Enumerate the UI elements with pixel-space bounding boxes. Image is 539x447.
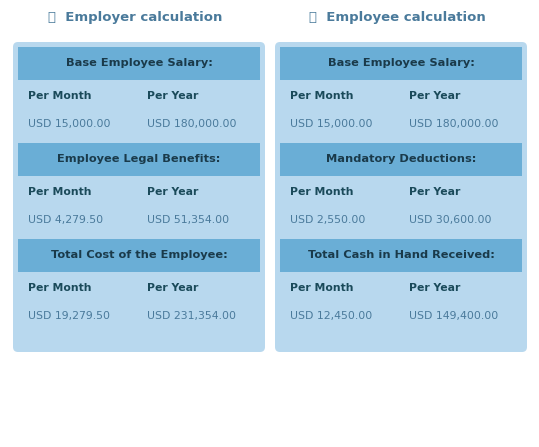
Text: 🏢  Employer calculation: 🏢 Employer calculation [48, 10, 222, 24]
Text: Per Year: Per Year [409, 283, 460, 293]
Text: Per Month: Per Month [290, 91, 354, 101]
Text: Per Month: Per Month [28, 91, 92, 101]
FancyBboxPatch shape [18, 47, 260, 80]
FancyBboxPatch shape [18, 239, 260, 272]
Text: Total Cost of the Employee:: Total Cost of the Employee: [51, 250, 227, 261]
Text: Employee Legal Benefits:: Employee Legal Benefits: [57, 155, 220, 164]
Text: Per Year: Per Year [409, 187, 460, 197]
FancyBboxPatch shape [275, 42, 527, 352]
Text: USD 4,279.50: USD 4,279.50 [28, 215, 103, 225]
Text: Total Cash in Hand Received:: Total Cash in Hand Received: [308, 250, 494, 261]
Text: USD 231,354.00: USD 231,354.00 [147, 311, 236, 321]
Text: USD 180,000.00: USD 180,000.00 [147, 119, 237, 129]
Text: USD 51,354.00: USD 51,354.00 [147, 215, 229, 225]
Text: Per Month: Per Month [28, 283, 92, 293]
Text: Per Year: Per Year [409, 91, 460, 101]
Text: Per Month: Per Month [290, 187, 354, 197]
Text: USD 2,550.00: USD 2,550.00 [290, 215, 365, 225]
Text: Base Employee Salary:: Base Employee Salary: [66, 59, 212, 68]
FancyBboxPatch shape [280, 143, 522, 176]
Text: Mandatory Deductions:: Mandatory Deductions: [326, 155, 476, 164]
Text: Base Employee Salary:: Base Employee Salary: [328, 59, 474, 68]
Text: Per Year: Per Year [147, 187, 198, 197]
Text: USD 15,000.00: USD 15,000.00 [28, 119, 110, 129]
Text: USD 19,279.50: USD 19,279.50 [28, 311, 110, 321]
Text: USD 180,000.00: USD 180,000.00 [409, 119, 499, 129]
FancyBboxPatch shape [280, 47, 522, 80]
Text: Per Year: Per Year [147, 91, 198, 101]
Text: USD 30,600.00: USD 30,600.00 [409, 215, 492, 225]
Text: Per Year: Per Year [147, 283, 198, 293]
Text: USD 149,400.00: USD 149,400.00 [409, 311, 498, 321]
FancyBboxPatch shape [18, 143, 260, 176]
FancyBboxPatch shape [280, 239, 522, 272]
Text: 👤  Employee calculation: 👤 Employee calculation [309, 10, 486, 24]
FancyBboxPatch shape [13, 42, 265, 352]
Text: Per Month: Per Month [28, 187, 92, 197]
Text: USD 12,450.00: USD 12,450.00 [290, 311, 372, 321]
Text: Per Month: Per Month [290, 283, 354, 293]
Text: USD 15,000.00: USD 15,000.00 [290, 119, 372, 129]
